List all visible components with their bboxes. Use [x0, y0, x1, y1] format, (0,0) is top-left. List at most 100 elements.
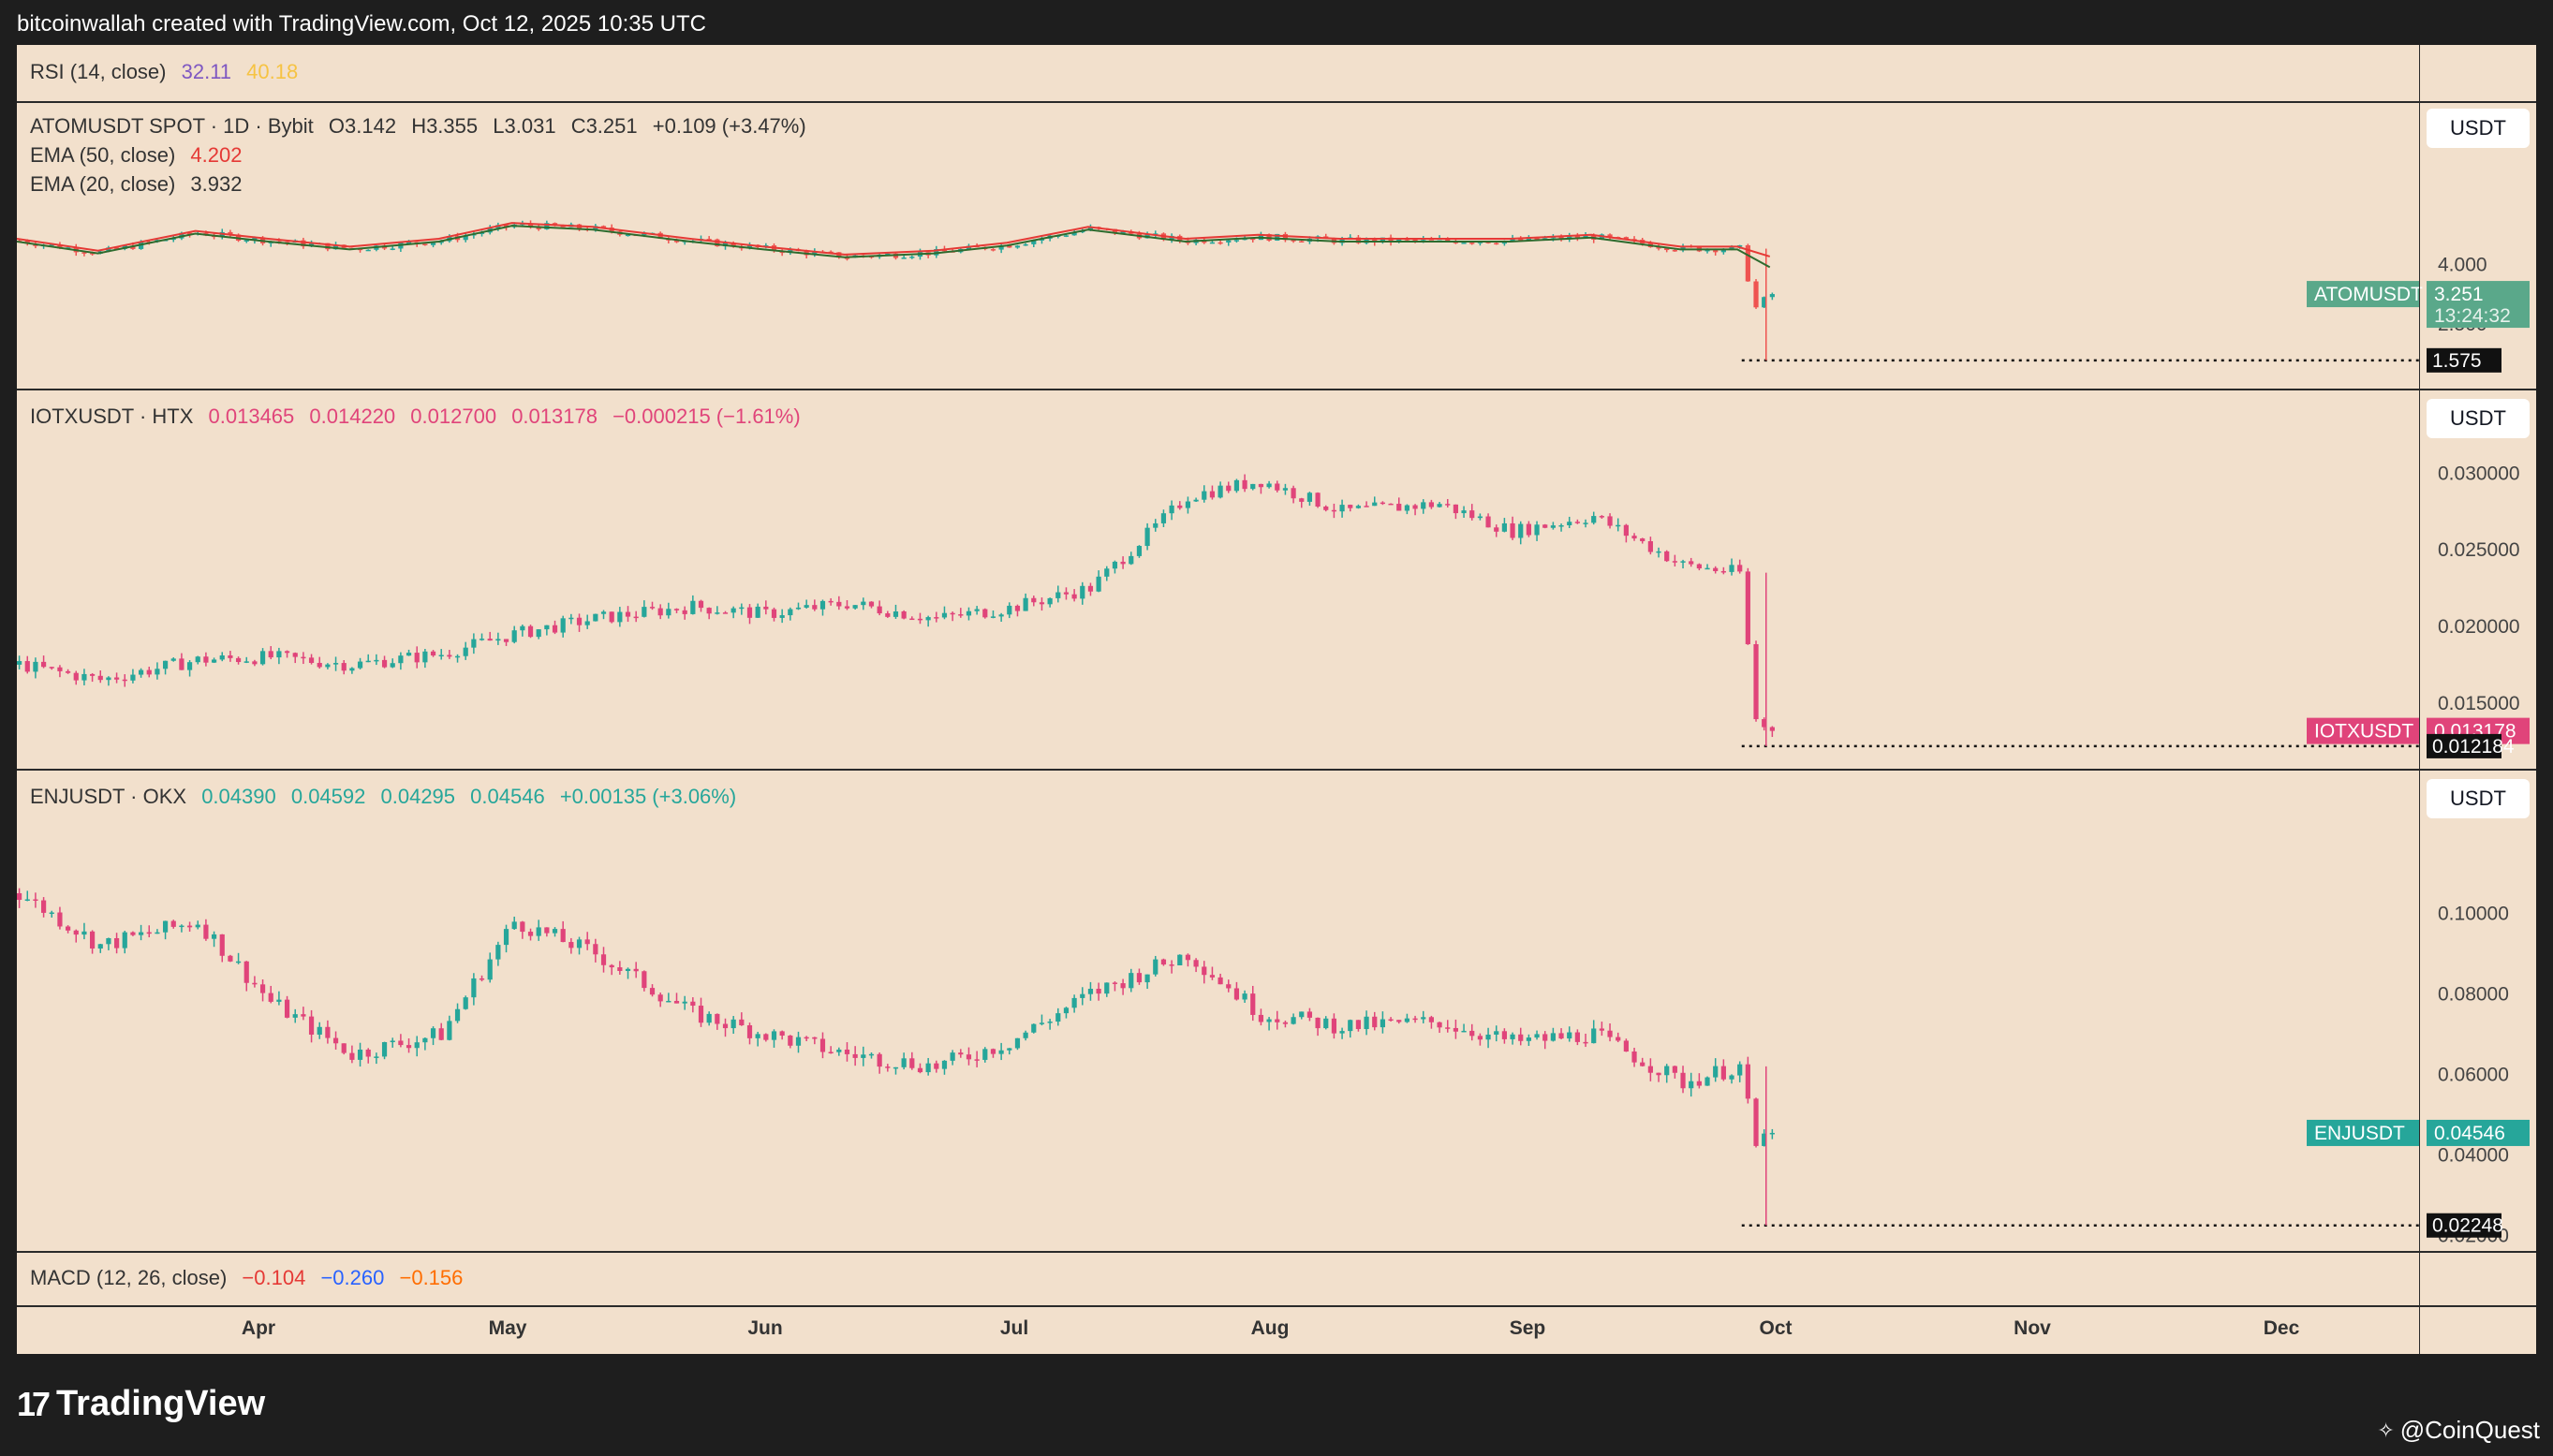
enj-candle — [1485, 1034, 1491, 1040]
month-label-jul: Jul — [999, 1317, 1029, 1339]
iotx-candle — [666, 609, 671, 616]
enj-candle — [495, 945, 501, 960]
enj-candle — [1160, 959, 1167, 965]
enj-candle — [1689, 1081, 1694, 1089]
iotx-candle — [495, 639, 501, 641]
iotx-candle — [1656, 551, 1661, 553]
atom-candle — [527, 223, 534, 227]
iotx-candle — [1306, 493, 1313, 502]
iotx-candle — [722, 612, 729, 614]
ema50-label: EMA (50, close) — [30, 143, 176, 167]
iotx-candle — [1631, 536, 1637, 539]
iotx-candle — [1258, 483, 1264, 488]
atom-candle — [1023, 243, 1028, 246]
iotx-candle — [868, 601, 875, 607]
iotx-candle — [1120, 561, 1126, 565]
iotx-candle — [998, 614, 1004, 617]
enj-candle — [1664, 1066, 1670, 1076]
enj-candle — [195, 924, 200, 928]
enj-candle — [1282, 1022, 1289, 1024]
iotx-candle — [1355, 506, 1362, 508]
enj-candle — [666, 1000, 671, 1003]
iotx-candle — [1769, 727, 1775, 731]
ema50-line — [17, 222, 1771, 257]
enj-candle — [1169, 964, 1174, 966]
iotx-candle — [1299, 498, 1305, 502]
enj-low-tag: 0.02248 — [2432, 1215, 2503, 1237]
iotx-candle — [1396, 504, 1402, 511]
enj-candle — [893, 1066, 899, 1069]
price-charts-svg[interactable]: 4.0002.5001.700ATOMUSDT3.25113:24:321.57… — [17, 45, 2536, 1354]
atom-candle — [625, 234, 631, 237]
iotx-candle — [1039, 602, 1045, 605]
enj-candle — [97, 944, 103, 949]
pane-divider-atom[interactable] — [17, 389, 2536, 390]
enj-candle — [1534, 1034, 1540, 1038]
pane-divider-rsi[interactable] — [17, 101, 2536, 103]
enj-candle — [268, 993, 273, 1002]
macd-legend: MACD (12, 26, close) −0.104 −0.260 −0.15… — [30, 1266, 472, 1290]
iotx-candle — [1607, 516, 1613, 526]
iotx-candle — [1542, 524, 1548, 528]
iotx-candle — [1153, 522, 1158, 528]
enj-candle — [877, 1053, 882, 1067]
iotx-candle — [1160, 513, 1167, 523]
enj-candle — [503, 929, 509, 946]
enj-candle — [414, 1042, 420, 1049]
iotx-low: 0.012700 — [410, 404, 497, 428]
atom-high: H3.355 — [411, 114, 479, 138]
enj-candle — [317, 1026, 322, 1035]
ema20-legend: EMA (20, close) 3.932 — [30, 172, 251, 197]
enj-currency-button[interactable]: USDT — [2427, 779, 2530, 818]
iotx-candle — [1315, 493, 1321, 507]
enj-candle — [1039, 1022, 1045, 1024]
enj-candle — [479, 978, 485, 980]
enj-candle — [138, 932, 144, 935]
atom-candle — [1226, 240, 1232, 243]
atom-candle — [600, 226, 607, 228]
enj-candle — [113, 937, 120, 949]
atom-currency-button[interactable]: USDT — [2427, 109, 2530, 148]
pane-divider-iotx[interactable] — [17, 769, 2536, 771]
enj-candle — [1713, 1066, 1719, 1078]
iotx-candle — [219, 654, 225, 660]
enj-candle — [1696, 1081, 1702, 1086]
enj-candle — [162, 920, 169, 933]
iotx-candle — [406, 653, 412, 656]
atom-candle — [1071, 232, 1077, 236]
pane-divider-macd[interactable] — [17, 1305, 2536, 1307]
tradingview-logo-icon: 17 — [17, 1384, 51, 1423]
iotx-candle — [365, 660, 371, 663]
iotx-candle — [381, 659, 388, 668]
atom-candle — [81, 252, 87, 254]
atom-candle — [1355, 237, 1362, 243]
atom-candle — [1233, 240, 1240, 242]
enj-candle — [1136, 973, 1143, 983]
atom-candle — [1574, 236, 1580, 239]
enj-candle — [1055, 1013, 1061, 1022]
atom-candle — [1656, 247, 1661, 249]
iotx-candle — [1745, 571, 1750, 644]
iotx-candle — [730, 608, 736, 613]
iotx-candle — [576, 617, 583, 625]
atom-candle — [1388, 237, 1394, 243]
iotx-currency-button[interactable]: USDT — [2427, 399, 2530, 438]
iotx-candle — [1144, 527, 1150, 547]
macd-signal-value: −0.260 — [320, 1266, 385, 1289]
atom-candle — [1558, 236, 1564, 240]
enj-candle — [934, 1063, 939, 1069]
atom-candle — [1063, 235, 1070, 237]
tradingview-logo[interactable]: 17 TradingView — [17, 1384, 265, 1424]
atom-open: O3.142 — [328, 114, 397, 138]
iotx-candle — [1177, 505, 1183, 508]
chart-area[interactable]: 4.0002.5001.700ATOMUSDT3.25113:24:321.57… — [17, 45, 2536, 1354]
iotx-candle — [609, 611, 614, 623]
enj-candle — [155, 932, 160, 934]
atom-price-tag-label-bg — [2307, 281, 2419, 308]
atom-candle — [593, 226, 598, 231]
enj-candle — [301, 1014, 306, 1017]
pane-divider-enj[interactable] — [17, 1251, 2536, 1253]
enj-candle — [990, 1049, 996, 1054]
iotx-candle — [24, 661, 30, 672]
enj-candle — [398, 1040, 404, 1046]
